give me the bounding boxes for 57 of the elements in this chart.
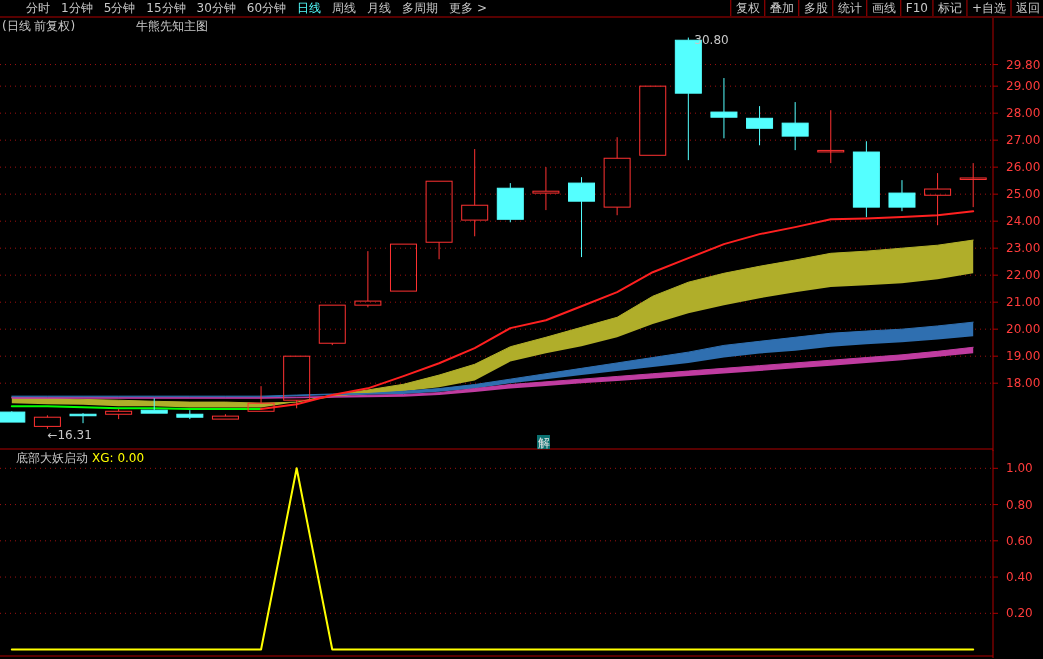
annotation: 解 (538, 436, 550, 450)
y-tick-label: 18.00 (1006, 376, 1041, 391)
y-tick-label: 29.80 (1006, 57, 1041, 72)
text: 返回 (1016, 1, 1040, 15)
text: 5分钟 (103, 1, 136, 15)
candlestick (532, 166, 560, 211)
y-tick-label: 24.00 (1006, 214, 1041, 229)
y-tick-label: 28.00 (1006, 106, 1041, 121)
text: 日线 (297, 1, 322, 15)
y-tick-label: 25.00 (1006, 187, 1041, 202)
candlestick (781, 101, 809, 151)
text: 15分钟 (146, 1, 186, 15)
text: 多周期 (402, 1, 439, 15)
text: 统计 (837, 1, 862, 15)
y-tick-label: 0.40 (1006, 570, 1033, 585)
text: 叠加 (769, 1, 794, 15)
text: 标记 (936, 1, 962, 15)
candlestick (924, 172, 952, 226)
text: F10 (905, 1, 928, 15)
annotation: ←16.31 (47, 427, 92, 442)
y-tick-label: 26.00 (1006, 160, 1041, 175)
candlestick (354, 250, 382, 308)
y-tick-label: 0.20 (1006, 606, 1033, 621)
y-tick-label: 21.00 (1006, 295, 1041, 310)
candlestick (33, 414, 61, 430)
candlestick (603, 136, 631, 216)
text: 30分钟 (196, 1, 236, 15)
candlestick (959, 162, 987, 208)
y-tick-label: 1.00 (1006, 461, 1033, 476)
text: 周线 (332, 1, 357, 15)
candlestick (746, 105, 774, 146)
chart-subtitle: 牛熊先知主图 (136, 19, 208, 33)
text: 60分钟 (246, 1, 287, 15)
text: 更多 > (449, 1, 487, 15)
y-tick-label: 22.00 (1006, 268, 1041, 283)
y-tick-label: 19.00 (1006, 349, 1041, 364)
candlestick (888, 179, 916, 212)
candlestick (710, 77, 738, 139)
text: 月线 (367, 1, 392, 15)
text: 分时 (26, 1, 50, 15)
chart-title: 底部大妖启动 (16, 451, 88, 465)
y-tick-label: 27.00 (1006, 133, 1041, 148)
annotation: 30.80 (694, 32, 729, 47)
chart-title: (日线 前复权) (2, 19, 76, 33)
y-tick-label: 20.00 (1006, 322, 1041, 337)
text: +自选 (971, 1, 1006, 15)
y-tick-label: 29.00 (1006, 79, 1041, 94)
y-tick-label: 0.80 (1006, 497, 1033, 512)
text: 复权 (735, 1, 760, 15)
y-tick-label: 23.00 (1006, 241, 1041, 256)
candlestick (461, 148, 489, 237)
y-tick-label: 0.60 (1006, 533, 1033, 548)
text: 多股 (803, 1, 828, 15)
candlestick (852, 140, 880, 218)
annotation: XG: 0.00 (92, 451, 145, 465)
text: 画线 (871, 1, 896, 15)
text: 1分钟 (61, 1, 93, 15)
